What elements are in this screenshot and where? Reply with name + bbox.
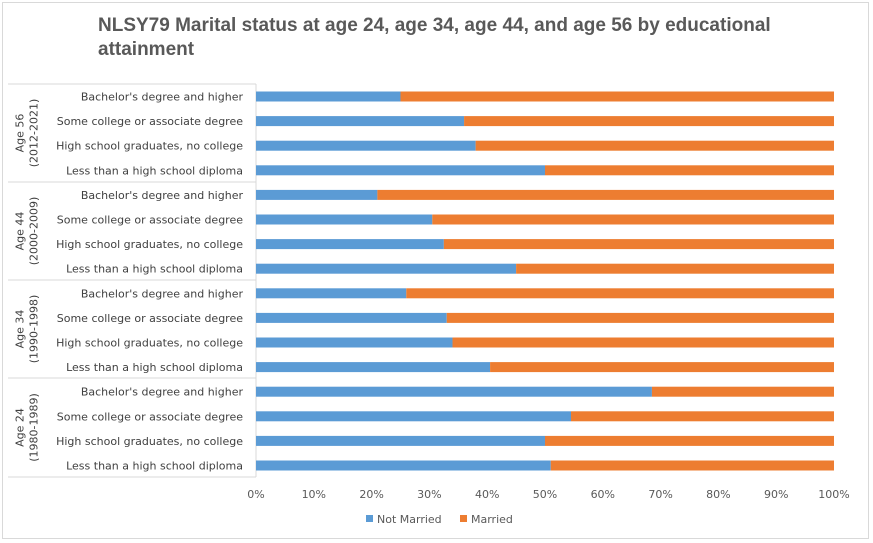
bar-not-married xyxy=(256,116,465,127)
bar-married xyxy=(516,263,834,274)
x-tick-label: 0% xyxy=(247,488,264,501)
bar-not-married xyxy=(256,91,401,102)
bar-not-married xyxy=(256,460,551,471)
group-label-line: (1990-1998) xyxy=(27,295,40,364)
group-label-line: Age 56 xyxy=(14,114,27,153)
category-label: High school graduates, no college xyxy=(56,140,243,153)
group-label: Age 44(2000-2009) xyxy=(14,197,41,266)
group-label-line: Age 34 xyxy=(14,310,27,349)
legend-swatch-married xyxy=(460,515,467,522)
category-label: High school graduates, no college xyxy=(56,337,243,350)
group-label: Age 34(1990-1998) xyxy=(14,295,41,364)
category-label: Some college or associate degree xyxy=(57,312,243,325)
bar-not-married xyxy=(256,140,476,151)
bar-not-married xyxy=(256,288,407,299)
group-label-line: (2012-2021) xyxy=(27,99,40,168)
x-tick-label: 70% xyxy=(648,488,672,501)
bar-not-married xyxy=(256,362,491,373)
bar-not-married xyxy=(256,214,433,225)
category-label: Less than a high school diploma xyxy=(66,263,243,276)
bar-married xyxy=(406,288,834,299)
bar-married xyxy=(443,239,834,250)
bar-married xyxy=(432,214,834,225)
bar-married xyxy=(550,460,834,471)
x-tick-label: 100% xyxy=(818,488,849,501)
bar-married xyxy=(464,116,834,127)
bar-not-married xyxy=(256,337,453,348)
legend-swatch-not-married xyxy=(366,515,373,522)
x-tick-label: 60% xyxy=(591,488,615,501)
group-label-line: Age 44 xyxy=(14,212,27,251)
category-label: Bachelor's degree and higher xyxy=(81,386,244,399)
bar-not-married xyxy=(256,263,517,274)
bar-not-married xyxy=(256,312,447,323)
bar-married xyxy=(377,189,834,200)
bar-not-married xyxy=(256,165,545,176)
group-label-line: Age 24 xyxy=(14,408,27,447)
chart-title: NLSY79 Marital status at age 24, age 34,… xyxy=(98,15,771,60)
bar-married xyxy=(651,386,834,397)
category-label: Less than a high school diploma xyxy=(66,361,243,374)
legend-label-not-married: Not Married xyxy=(377,513,442,526)
x-tick-label: 10% xyxy=(302,488,326,501)
group-label: Age 56(2012-2021) xyxy=(14,99,41,168)
bar-not-married xyxy=(256,386,652,397)
bar-not-married xyxy=(256,435,545,446)
x-tick-label: 30% xyxy=(417,488,441,501)
category-label: Bachelor's degree and higher xyxy=(81,91,244,104)
category-label: Some college or associate degree xyxy=(57,115,243,128)
bar-married xyxy=(545,165,834,176)
category-label: Less than a high school diploma xyxy=(66,164,243,177)
category-label: Some college or associate degree xyxy=(57,410,243,423)
x-tick-label: 50% xyxy=(533,488,557,501)
legend-label-married: Married xyxy=(471,513,513,526)
bar-married xyxy=(475,140,834,151)
group-label-line: (1980-1989) xyxy=(27,393,40,462)
bar-married xyxy=(545,435,834,446)
bar-not-married xyxy=(256,239,444,250)
bar-not-married xyxy=(256,189,378,200)
category-label: Bachelor's degree and higher xyxy=(81,287,244,300)
group-label-line: (2000-2009) xyxy=(27,197,40,266)
x-tick-label: 20% xyxy=(359,488,383,501)
bar-married xyxy=(452,337,834,348)
x-tick-label: 80% xyxy=(706,488,730,501)
group-label: Age 24(1980-1989) xyxy=(14,393,41,462)
bar-not-married xyxy=(256,411,572,422)
bar-married xyxy=(571,411,834,422)
x-tick-label: 90% xyxy=(764,488,788,501)
category-label: High school graduates, no college xyxy=(56,238,243,251)
category-label: Some college or associate degree xyxy=(57,214,243,227)
x-tick-label: 40% xyxy=(475,488,499,501)
bar-married xyxy=(446,312,834,323)
category-label: Less than a high school diploma xyxy=(66,460,243,473)
bar-married xyxy=(400,91,834,102)
category-label: Bachelor's degree and higher xyxy=(81,189,244,202)
bar-married xyxy=(490,362,834,373)
category-label: High school graduates, no college xyxy=(56,435,243,448)
